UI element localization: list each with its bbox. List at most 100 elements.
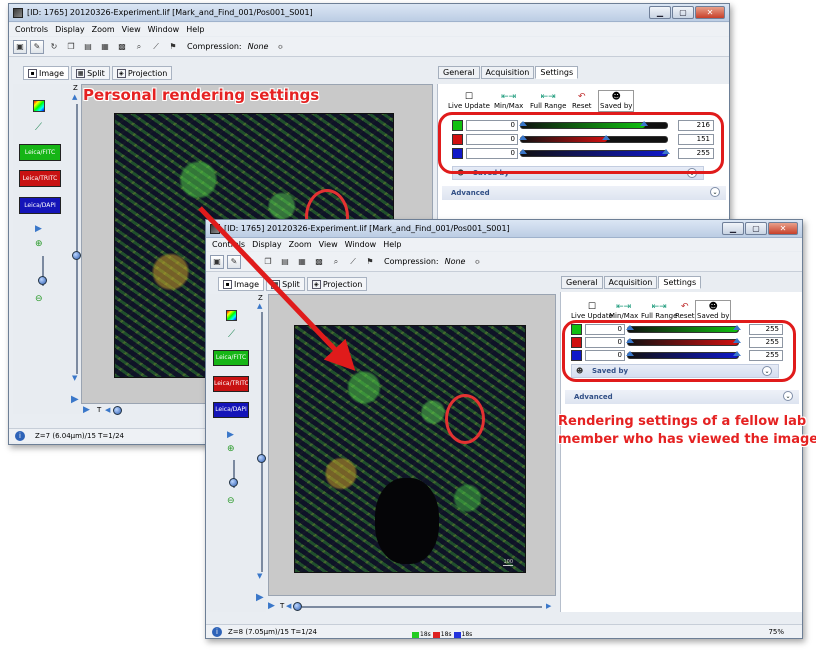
channel-button-fitc[interactable]: Leica/FITC xyxy=(213,350,249,366)
tab-split[interactable]: ▦Split xyxy=(71,66,110,80)
menu-display[interactable]: Display xyxy=(252,240,282,249)
movie-icon[interactable]: ▩ xyxy=(315,256,323,266)
min-max-button[interactable]: ⇤⇥ Min/Max xyxy=(494,92,523,110)
channel-min-input[interactable]: 0 xyxy=(466,148,518,159)
minimize-button[interactable]: ▁ xyxy=(649,6,671,19)
full-range-button[interactable]: ⇤⇥ Full Range xyxy=(641,302,677,320)
refresh-icon[interactable]: ↻ xyxy=(50,41,58,51)
copy-icon[interactable]: ❐ xyxy=(264,256,272,266)
zoom-slider-track[interactable] xyxy=(42,256,44,286)
t-slider[interactable]: ▶ T ◀ ▶ xyxy=(268,601,556,612)
info-icon[interactable]: i xyxy=(15,431,25,441)
channel-range-slider[interactable] xyxy=(626,351,741,359)
t-slider-knob[interactable] xyxy=(293,602,302,611)
compression-select[interactable]: None xyxy=(444,257,466,266)
channel-color-swatch[interactable] xyxy=(452,134,463,145)
menu-view[interactable]: View xyxy=(121,25,141,34)
menu-view[interactable]: View xyxy=(318,240,338,249)
z-slider-track[interactable] xyxy=(261,312,263,572)
zoom-in-icon[interactable]: ⊕ xyxy=(35,239,43,249)
z-down-arrow-icon[interactable]: ▼ xyxy=(257,572,263,580)
channel-color-swatch[interactable] xyxy=(452,120,463,131)
zoom-in-icon[interactable]: ⊕ xyxy=(227,444,235,454)
channel-max-input[interactable]: 151 xyxy=(678,134,714,145)
chevron-down-icon[interactable]: ⌄ xyxy=(762,366,772,376)
channel-color-swatch[interactable] xyxy=(452,148,463,159)
play-icon[interactable]: ▶ xyxy=(35,224,42,234)
channel-button-tritc[interactable]: Leica/TRITC xyxy=(213,376,249,392)
range-min-handle[interactable] xyxy=(519,135,527,140)
play-icon[interactable]: ▶ xyxy=(227,430,234,440)
zoom-slider-knob[interactable] xyxy=(229,478,238,487)
copy-icon[interactable]: ❐ xyxy=(67,41,75,51)
save-icon[interactable]: ▣ xyxy=(210,254,224,269)
color-picker-icon[interactable] xyxy=(226,310,237,321)
advanced-bar[interactable]: Advanced ⌄ xyxy=(565,390,799,404)
zoom-slider-track[interactable] xyxy=(233,460,235,488)
close-button[interactable]: ✕ xyxy=(695,6,725,19)
tab-settings[interactable]: Settings xyxy=(535,66,579,79)
channel-button-tritc[interactable]: Leica/TRITC xyxy=(19,170,61,187)
channel-min-input[interactable]: 0 xyxy=(466,120,518,131)
menu-window[interactable]: Window xyxy=(344,240,377,249)
channel-min-input[interactable]: 0 xyxy=(585,337,625,348)
menu-help[interactable]: Help xyxy=(383,240,402,249)
range-min-handle[interactable] xyxy=(626,338,634,343)
full-range-button[interactable]: ⇤⇥ Full Range xyxy=(530,92,566,110)
pipette-icon[interactable]: ⟋ xyxy=(35,122,42,133)
tab-projection[interactable]: ◈ Projection xyxy=(111,66,173,80)
range-max-handle[interactable] xyxy=(733,325,741,330)
channel-range-slider[interactable] xyxy=(626,338,741,346)
edit-icon[interactable]: ✎ xyxy=(30,39,44,54)
chevron-down-icon[interactable]: ⌄ xyxy=(783,391,793,401)
t-slider[interactable]: ▶ T ◀ xyxy=(81,405,433,416)
channel-range-slider[interactable] xyxy=(626,325,741,333)
z-down-arrow-icon[interactable]: ▼ xyxy=(72,374,78,382)
maximize-button[interactable]: ▢ xyxy=(672,6,694,19)
channel-button-dapi[interactable]: Leica/DAPI xyxy=(213,402,249,418)
menu-zoom[interactable]: Zoom xyxy=(91,25,115,34)
close-button[interactable]: ✕ xyxy=(768,222,798,235)
play-t-icon[interactable]: ▶ xyxy=(83,405,90,415)
compression-dropdown-icon[interactable]: ≎ xyxy=(474,257,481,266)
saved-by-button[interactable]: ☻ Saved by xyxy=(598,90,635,112)
title-bar[interactable]: [ID: 1765] 20120326-Experiment.lif [Mark… xyxy=(206,220,802,238)
pipette-icon[interactable]: ⟋ xyxy=(153,41,159,51)
z-up-arrow-icon[interactable]: ▲ xyxy=(257,302,263,310)
range-min-handle[interactable] xyxy=(626,351,634,356)
tab-acquisition[interactable]: Acquisition xyxy=(480,66,535,79)
channel-max-input[interactable]: 255 xyxy=(749,337,783,348)
range-min-handle[interactable] xyxy=(519,149,527,154)
min-max-button[interactable]: ⇤⇥ Min/Max xyxy=(609,302,638,320)
magnifier-icon[interactable]: ⌕ xyxy=(333,256,339,266)
color-picker-icon[interactable] xyxy=(33,100,45,112)
compression-select[interactable]: None xyxy=(247,42,269,51)
zoom-out-icon[interactable]: ⊖ xyxy=(227,496,235,506)
z-up-arrow-icon[interactable]: ▲ xyxy=(72,93,78,101)
paste-icon[interactable]: ▤ xyxy=(84,41,92,51)
channel-min-input[interactable]: 0 xyxy=(466,134,518,145)
channel-button-dapi[interactable]: Leica/DAPI xyxy=(19,197,61,214)
t-left-arrow-icon[interactable]: ◀ xyxy=(105,406,111,414)
range-min-handle[interactable] xyxy=(519,121,527,126)
menu-controls[interactable]: Controls xyxy=(212,240,246,249)
channel-min-input[interactable]: 0 xyxy=(585,350,625,361)
range-max-handle[interactable] xyxy=(602,135,611,140)
channel-color-swatch[interactable] xyxy=(571,350,582,361)
compression-dropdown-icon[interactable]: ≎ xyxy=(277,42,284,51)
t-right-arrow-icon[interactable]: ▶ xyxy=(546,602,552,610)
tab-projection[interactable]: ◈ Projection xyxy=(306,277,368,291)
tab-settings[interactable]: Settings xyxy=(658,276,702,289)
tab-general[interactable]: General xyxy=(438,66,480,79)
channel-range-slider[interactable] xyxy=(519,149,670,157)
play-z-icon[interactable]: ▶ xyxy=(71,394,79,405)
live-update-checkbox[interactable]: ☐ Live Update xyxy=(571,302,613,320)
tab-acquisition[interactable]: Acquisition xyxy=(603,276,658,289)
tab-image[interactable]: ▪ Image xyxy=(218,277,265,291)
zoom-slider-knob[interactable] xyxy=(38,276,47,285)
magnifier-icon[interactable]: ⌕ xyxy=(136,41,142,51)
zoom-out-icon[interactable]: ⊖ xyxy=(35,294,43,304)
maximize-button[interactable]: ▢ xyxy=(745,222,767,235)
menu-window[interactable]: Window xyxy=(147,25,180,34)
play-z-icon[interactable]: ▶ xyxy=(256,592,264,603)
